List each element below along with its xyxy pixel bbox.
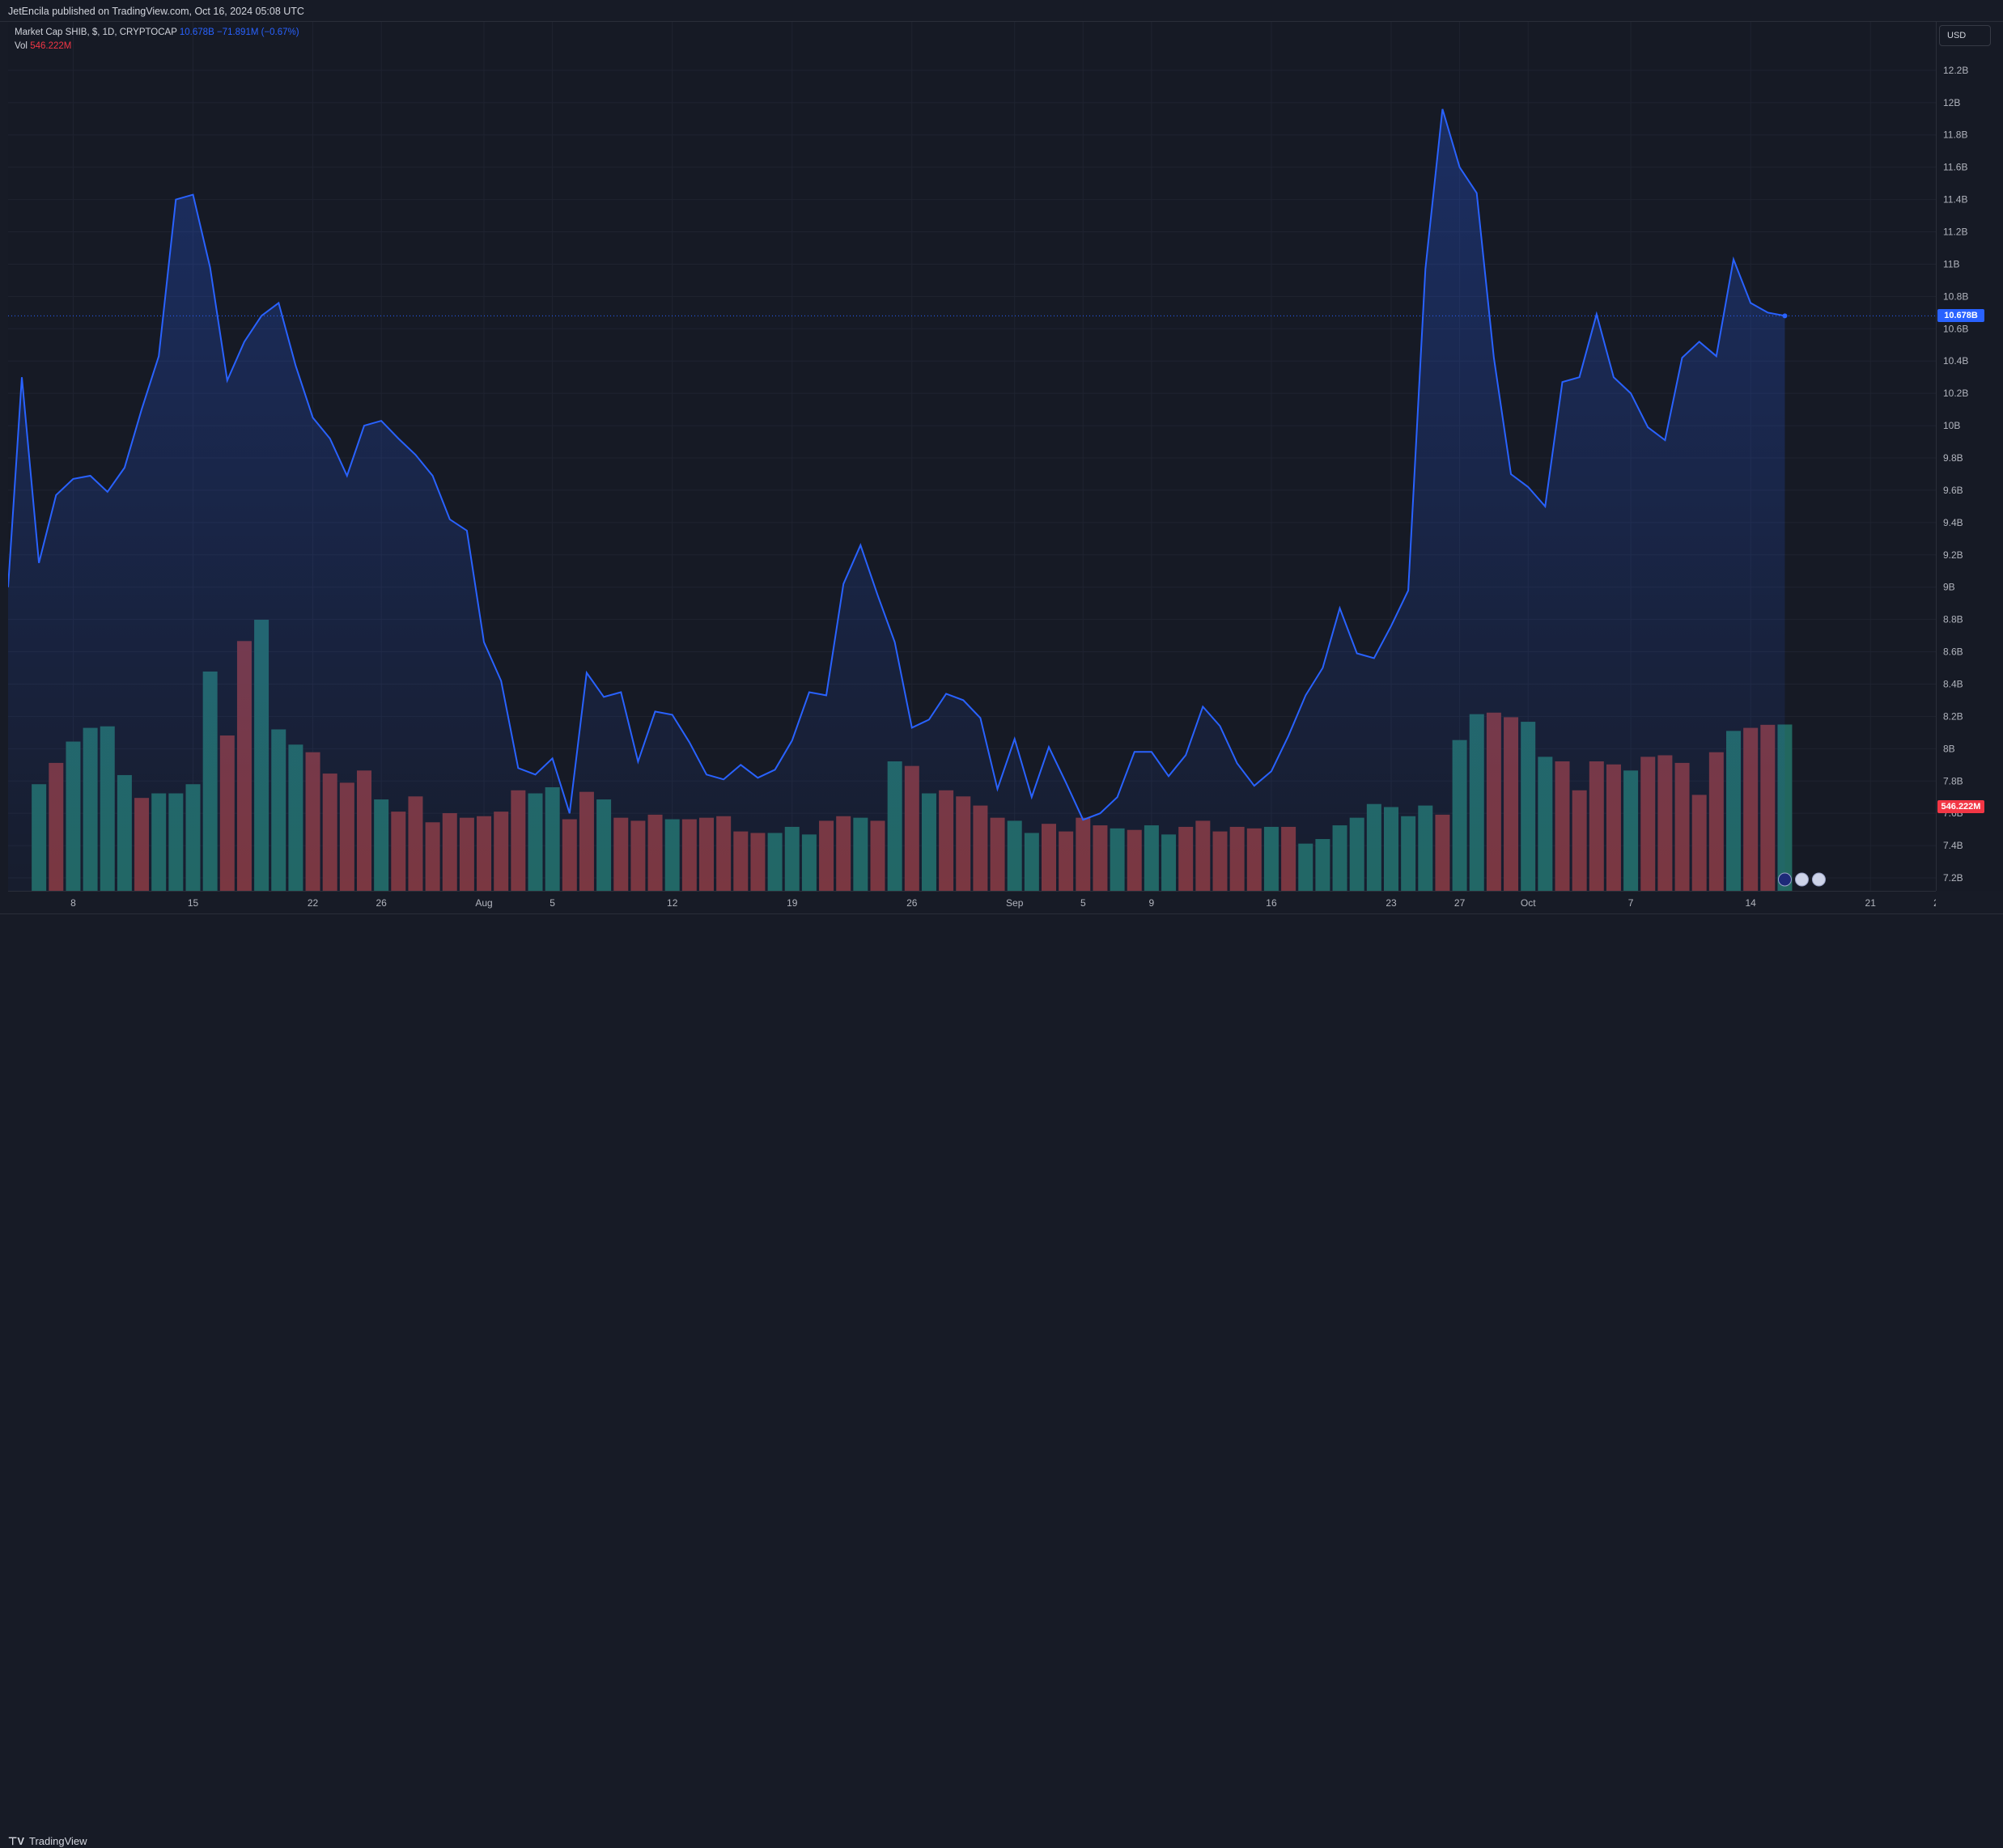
time-tick-label: 5 — [1080, 897, 1086, 909]
time-tick-label: 23 — [1386, 897, 1397, 909]
series-legend[interactable]: Market Cap SHIB, $, 1D, CRYPTOCAP 10.678… — [15, 28, 299, 37]
time-tick-label: 25 — [1933, 897, 1936, 909]
price-tick-label: 8.6B — [1943, 646, 1963, 658]
time-tick-label: Aug — [475, 897, 492, 909]
price-tick-label: 9.2B — [1943, 549, 1963, 561]
time-tick-label: 5 — [550, 897, 555, 909]
price-area-fill — [8, 108, 1785, 891]
time-axis[interactable]: 8 15 22 26 Aug 5 12 19 26 Sep 5 9 16 23 27 Oct 7 14 21 25 — [8, 891, 1936, 914]
price-tick-label: 11.2B — [1943, 227, 1967, 238]
price-tick-label: 11B — [1943, 258, 1959, 269]
price-tick-label: 7.8B — [1943, 775, 1963, 786]
price-tick-label: 10B — [1943, 420, 1960, 431]
time-tick-label: Oct — [1521, 897, 1536, 909]
last-price-tag: 10.678B — [1937, 309, 1984, 323]
price-tick-label: 8.8B — [1943, 614, 1963, 625]
us-flag-icon[interactable] — [1811, 872, 1826, 887]
time-tick-label: 16 — [1266, 897, 1277, 909]
price-tick-label: 8.2B — [1943, 710, 1963, 722]
price-tick-label: 9.6B — [1943, 485, 1963, 496]
price-axis-labels: 7.2B7.4B7.6B7.8B8B8.2B8.4B8.6B8.8B9B9.2B… — [1943, 65, 1968, 884]
lightning-icon[interactable] — [1777, 872, 1792, 887]
last-volume-tag: 546.222M — [1937, 800, 1984, 813]
price-tick-label: 8.4B — [1943, 678, 1963, 689]
price-tick-label: 10.8B — [1943, 290, 1968, 302]
price-line[interactable] — [8, 108, 1785, 821]
price-tick-label: 11.8B — [1943, 129, 1967, 141]
time-tick-label: 22 — [308, 897, 319, 909]
publisher-bar: JetEncila published on TradingView.com, … — [0, 0, 2003, 22]
time-tick-label: Sep — [1006, 897, 1024, 909]
price-tick-label: 7.4B — [1943, 840, 1963, 851]
last-price-dot — [1782, 313, 1788, 319]
brand-label: TradingView — [29, 1835, 87, 1847]
time-tick-label: 21 — [1865, 897, 1877, 909]
time-tick-label: 26 — [906, 897, 918, 909]
us-flag-icon[interactable] — [1794, 872, 1809, 887]
time-tick-label: 12 — [667, 897, 678, 909]
publisher-text: JetEncila published on TradingView.com, … — [8, 6, 304, 17]
time-tick-label: 7 — [1628, 897, 1634, 909]
price-tick-label: 7.2B — [1943, 872, 1963, 884]
tradingview-logo-icon: ⊤V — [8, 1835, 24, 1847]
price-tick-label: 10.4B — [1943, 355, 1968, 367]
price-tick-label: 10.6B — [1943, 323, 1968, 334]
currency-button[interactable]: USD — [1939, 25, 1991, 46]
price-tick-label: 11.4B — [1943, 194, 1967, 206]
price-tick-label: 9.8B — [1943, 452, 1963, 464]
footer-bar: ⊤V TradingView — [0, 913, 2003, 1847]
time-tick-label: 27 — [1454, 897, 1466, 909]
time-tick-label: 26 — [376, 897, 387, 909]
chart-pane[interactable] — [8, 22, 1936, 891]
legend-vol-label: Vol — [15, 41, 28, 51]
price-tick-label: 10.2B — [1943, 388, 1968, 399]
volume-legend[interactable]: Vol 546.222M — [15, 41, 71, 51]
time-tick-label: 15 — [188, 897, 199, 909]
time-tick-label: 19 — [787, 897, 798, 909]
price-axis[interactable]: 7.2B 7.4B 7.6B 7.8B 8B 8.2B 8.4B 8.6B 8.8B 9B 9.2B… — [1936, 22, 2003, 891]
legend-value: 10.678B — [179, 28, 214, 37]
time-axis-labels: 8 15 22 26 Aug 5 12 19 26 Sep 5 9 16 23 27 Oct 7 14 21 25 — [70, 897, 1936, 909]
price-tick-label: 12B — [1943, 97, 1960, 108]
price-tick-label: 9B — [1943, 582, 1955, 593]
legend-symbol: Market Cap SHIB, $, 1D, CRYPTOCAP — [15, 28, 177, 37]
price-tick-label: 9.4B — [1943, 517, 1963, 528]
legend-change: −71.891M (−0.67%) — [216, 28, 299, 37]
price-tick-label: 11.6B — [1943, 162, 1967, 173]
price-chart[interactable] — [8, 22, 1936, 891]
time-tick-label: 14 — [1745, 897, 1756, 909]
price-tick-label: 12.2B — [1943, 65, 1968, 76]
tradingview-brand[interactable]: ⊤V TradingView — [8, 1835, 87, 1848]
time-tick-label: 9 — [1149, 897, 1155, 909]
time-tick-label: 8 — [70, 897, 76, 909]
legend-vol-value: 546.222M — [30, 41, 72, 51]
price-tick-label: 8B — [1943, 743, 1955, 754]
